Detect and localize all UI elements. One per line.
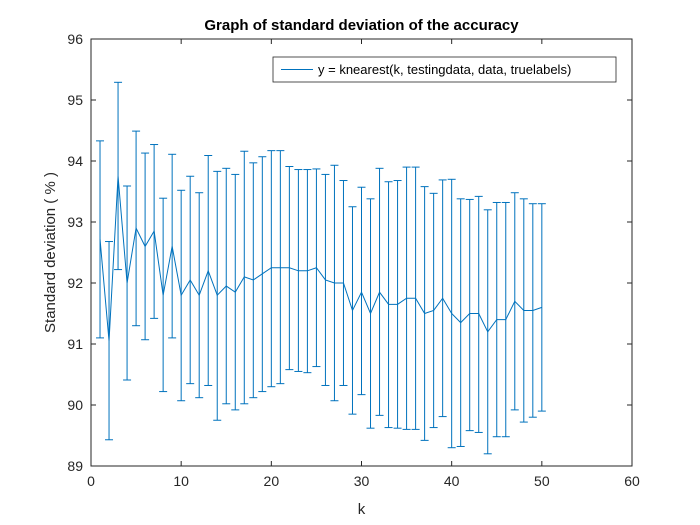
series-line	[99, 176, 542, 341]
error-bar	[168, 153, 177, 339]
x-tick-label: 50	[534, 473, 550, 489]
legend: y = knearest(k, testingdata, data, truel…	[272, 56, 617, 83]
x-tick-label: 40	[444, 473, 460, 489]
legend-box	[272, 56, 617, 83]
y-tick-label: 92	[67, 275, 83, 291]
y-tick-label: 96	[67, 31, 83, 47]
x-tick-label: 60	[624, 473, 640, 489]
x-axis-label: k	[358, 501, 366, 518]
error-bar	[114, 81, 123, 271]
error-bar	[267, 150, 276, 388]
y-tick-label: 93	[67, 214, 83, 230]
legend-label: y = knearest(k, testingdata, data, truel…	[318, 62, 571, 77]
x-tick-label: 30	[354, 473, 370, 489]
y-tick-label: 94	[67, 153, 83, 169]
error-bar	[537, 203, 546, 412]
chart-title: Graph of standard deviation of the accur…	[204, 17, 519, 34]
y-axis-label: Standard deviation ( % )	[42, 172, 59, 333]
ticks-layer: 0 10 20 30 40 50 60 89 90 91 92 93 94 95 96	[67, 31, 640, 489]
x-tick-label: 20	[264, 473, 280, 489]
error-bar	[465, 198, 474, 432]
y-tick-label: 90	[67, 397, 83, 413]
y-tick-label: 91	[67, 336, 83, 352]
error-bar	[357, 186, 366, 396]
y-tick-label: 89	[67, 458, 83, 474]
series-layer	[96, 81, 546, 455]
x-tick-label: 0	[87, 473, 95, 489]
error-bar	[276, 150, 285, 385]
x-tick-label: 10	[173, 473, 189, 489]
y-tick-label: 95	[67, 92, 83, 108]
